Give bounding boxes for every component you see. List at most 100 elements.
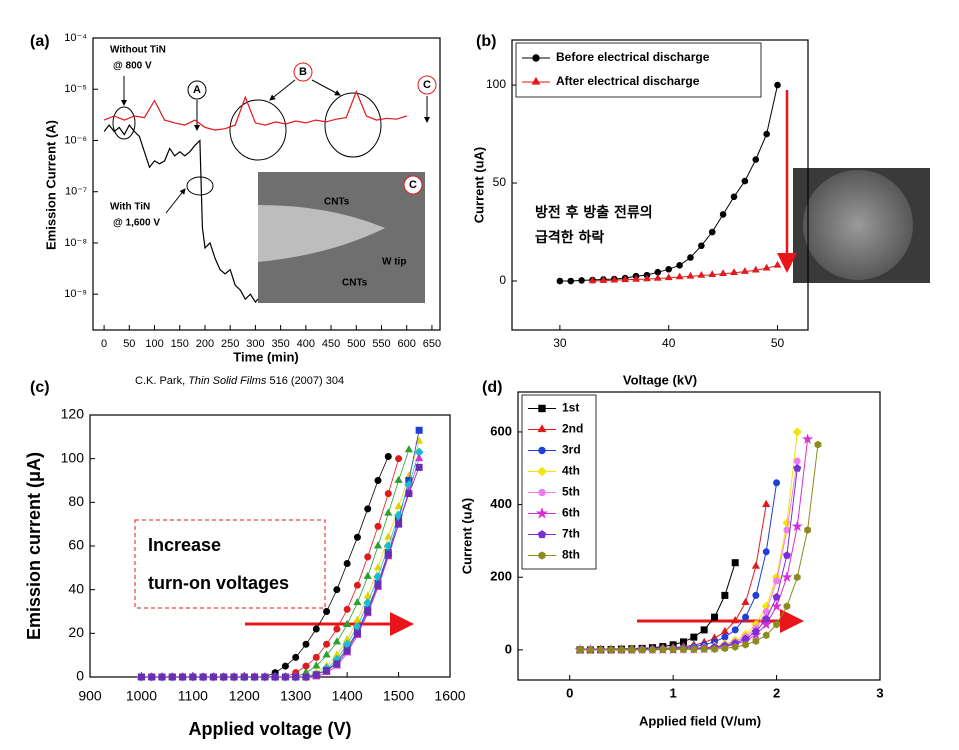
marker: [680, 645, 687, 654]
marker: [793, 457, 801, 465]
series-line: [141, 467, 420, 678]
marker: [700, 626, 708, 634]
series-line: [103, 89, 407, 131]
marker: [762, 263, 771, 271]
marker: [322, 650, 331, 658]
marker: [664, 273, 673, 281]
marker: [610, 275, 619, 283]
legend-label: 8th: [562, 548, 580, 562]
marker: [698, 242, 705, 250]
annotation: B: [299, 66, 307, 78]
legend-marker: [535, 507, 549, 519]
marker: [395, 520, 403, 528]
marker: [708, 228, 716, 236]
marker: [618, 645, 625, 654]
y-tick-label: 100: [61, 449, 85, 465]
y-axis-label: Emission Current (A): [43, 120, 58, 250]
marker: [773, 577, 781, 585]
x-tick-label: 300: [246, 338, 264, 350]
marker: [374, 522, 382, 530]
marker: [730, 193, 738, 201]
y-tick-label: 80: [68, 493, 84, 509]
x-axis-label: Voltage (kV): [623, 372, 697, 387]
y-tick-label: 10⁻⁵: [64, 83, 87, 95]
marker: [783, 602, 791, 611]
marker: [659, 645, 667, 654]
marker: [686, 271, 695, 279]
marker: [384, 490, 392, 498]
y-tick-label: 0: [505, 641, 512, 656]
x-tick-label: 50: [123, 338, 135, 350]
highlight-ellipse: [324, 92, 382, 158]
marker: [772, 593, 781, 601]
marker: [251, 673, 259, 681]
annotation: With TiN: [110, 202, 150, 213]
y-tick-label: 50: [493, 175, 507, 189]
citation-author: C.K. Park,: [135, 375, 188, 387]
x-tick-label: 30: [553, 336, 567, 350]
marker: [384, 551, 392, 559]
highlight-ellipse: [186, 176, 214, 196]
marker: [697, 270, 706, 278]
marker: [323, 607, 331, 615]
marker: [731, 615, 740, 624]
y-tick-label: 100: [486, 77, 506, 91]
legend-marker: [538, 446, 546, 455]
marker: [653, 274, 662, 281]
marker: [271, 673, 279, 681]
marker: [752, 637, 760, 646]
marker: [567, 277, 575, 285]
x-tick-label: 1100: [178, 688, 208, 704]
marker: [415, 426, 423, 434]
marker: [199, 673, 207, 681]
marker: [394, 475, 403, 483]
marker: [762, 631, 770, 640]
marker: [792, 427, 802, 437]
marker: [741, 177, 749, 185]
series-line: [103, 124, 259, 304]
legend-label: 5th: [562, 485, 580, 499]
marker: [763, 130, 770, 138]
annotation: @ 800 V: [113, 61, 152, 72]
legend-label: After electrical discharge: [556, 74, 700, 88]
y-tick-label: 120: [61, 406, 85, 422]
marker: [168, 673, 176, 681]
panel-title: (d): [482, 379, 502, 396]
marker: [333, 586, 341, 594]
marker: [731, 626, 739, 634]
marker: [621, 275, 630, 283]
y-tick-label: 0: [76, 668, 84, 684]
annotation: W tip: [382, 257, 406, 268]
x-tick-label: 3: [876, 685, 883, 700]
citation-reference: 516 (2007) 304: [266, 375, 344, 387]
annotation: CNTs: [324, 197, 350, 208]
annotation: Increase: [148, 535, 221, 555]
annotation: turn-on voltages: [148, 573, 289, 593]
legend-marker: [538, 488, 546, 497]
marker: [312, 625, 320, 633]
marker: [353, 581, 361, 589]
legend-marker: [538, 404, 546, 413]
marker: [690, 645, 698, 654]
x-tick-label: 1300: [280, 688, 311, 704]
marker: [414, 453, 424, 462]
marker: [374, 581, 382, 589]
marker: [332, 637, 342, 645]
marker: [333, 660, 341, 668]
y-tick-label: 10⁻⁸: [64, 237, 87, 249]
annotation-circle: [187, 80, 207, 100]
marker: [676, 262, 683, 269]
marker: [675, 272, 684, 280]
marker: [302, 673, 310, 681]
legend-label: 6th: [562, 506, 580, 520]
pointer-arrow: [311, 79, 341, 96]
marker: [230, 673, 238, 681]
marker: [632, 274, 640, 282]
marker: [384, 532, 393, 540]
marker: [556, 277, 564, 285]
marker: [804, 526, 811, 534]
legend-marker: [537, 424, 547, 433]
marker: [719, 269, 728, 277]
legend-marker: [537, 466, 547, 477]
legend-label: Before electrical discharge: [556, 50, 710, 64]
